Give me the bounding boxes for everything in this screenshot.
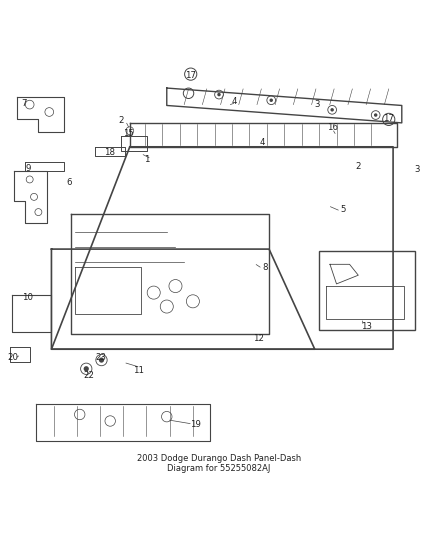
Text: 11: 11 (133, 366, 144, 375)
Circle shape (269, 99, 273, 102)
Text: 2: 2 (118, 116, 124, 125)
Text: 22: 22 (83, 371, 94, 380)
Text: 2003 Dodge Durango Dash Panel-Dash
Diagram for 55255082AJ: 2003 Dodge Durango Dash Panel-Dash Diagr… (137, 454, 301, 473)
Bar (319, 251, 415, 329)
Text: 19: 19 (190, 419, 201, 429)
Circle shape (99, 358, 104, 362)
Text: 20: 20 (7, 353, 18, 362)
Text: 3: 3 (314, 100, 320, 109)
Text: 7: 7 (21, 99, 27, 108)
Text: 5: 5 (340, 205, 346, 214)
Circle shape (217, 93, 221, 96)
Text: 15: 15 (123, 129, 134, 138)
Text: 12: 12 (253, 334, 264, 343)
Text: 1: 1 (145, 156, 150, 164)
Text: 8: 8 (262, 263, 268, 272)
Text: 17: 17 (185, 70, 196, 79)
Text: 23: 23 (95, 353, 106, 362)
Text: 4: 4 (231, 96, 237, 106)
Circle shape (330, 108, 334, 111)
Text: 4: 4 (260, 138, 265, 147)
Circle shape (84, 366, 89, 372)
Text: 17: 17 (383, 114, 394, 123)
Text: 9: 9 (26, 164, 31, 173)
Text: 10: 10 (22, 293, 33, 302)
Text: 6: 6 (66, 178, 71, 187)
Text: 16: 16 (327, 123, 338, 132)
Text: 13: 13 (361, 321, 372, 330)
Text: 18: 18 (104, 148, 115, 157)
Circle shape (374, 114, 378, 117)
Text: 2: 2 (356, 162, 361, 171)
Text: 3: 3 (414, 165, 420, 174)
